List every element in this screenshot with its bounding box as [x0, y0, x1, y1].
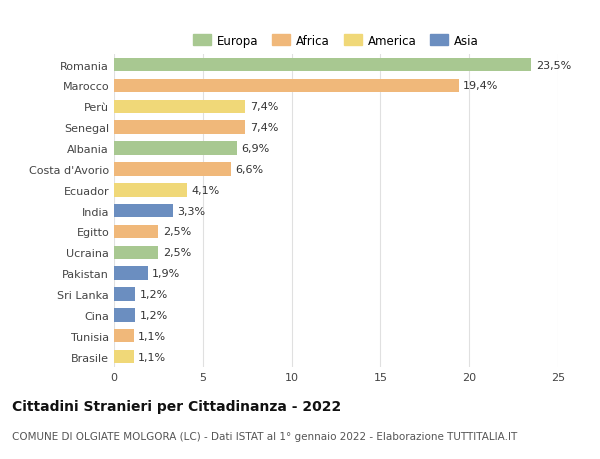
Text: 2,5%: 2,5% [163, 227, 191, 237]
Bar [114, 101, 245, 114]
Bar [114, 350, 134, 364]
Text: 1,1%: 1,1% [138, 331, 166, 341]
Legend: Europa, Africa, America, Asia: Europa, Africa, America, Asia [188, 30, 484, 52]
Text: 4,1%: 4,1% [191, 185, 220, 196]
Bar [114, 204, 173, 218]
Text: 6,9%: 6,9% [241, 144, 269, 154]
Text: 1,2%: 1,2% [140, 289, 168, 299]
Text: 7,4%: 7,4% [250, 102, 278, 112]
Text: 19,4%: 19,4% [463, 81, 499, 91]
Text: 7,4%: 7,4% [250, 123, 278, 133]
Bar [114, 142, 236, 156]
Bar [114, 246, 158, 259]
Bar [114, 267, 148, 280]
Bar [114, 308, 136, 322]
Bar [114, 329, 134, 343]
Text: 6,6%: 6,6% [236, 164, 264, 174]
Text: Cittadini Stranieri per Cittadinanza - 2022: Cittadini Stranieri per Cittadinanza - 2… [12, 399, 341, 413]
Bar [114, 163, 231, 176]
Text: 23,5%: 23,5% [536, 61, 571, 71]
Text: 3,3%: 3,3% [177, 206, 205, 216]
Text: 1,1%: 1,1% [138, 352, 166, 362]
Bar [114, 225, 158, 239]
Text: 1,9%: 1,9% [152, 269, 181, 279]
Text: 2,5%: 2,5% [163, 248, 191, 258]
Bar [114, 79, 458, 93]
Bar [114, 184, 187, 197]
Bar [114, 59, 532, 72]
Bar [114, 288, 136, 301]
Text: COMUNE DI OLGIATE MOLGORA (LC) - Dati ISTAT al 1° gennaio 2022 - Elaborazione TU: COMUNE DI OLGIATE MOLGORA (LC) - Dati IS… [12, 431, 517, 442]
Text: 1,2%: 1,2% [140, 310, 168, 320]
Bar [114, 121, 245, 134]
